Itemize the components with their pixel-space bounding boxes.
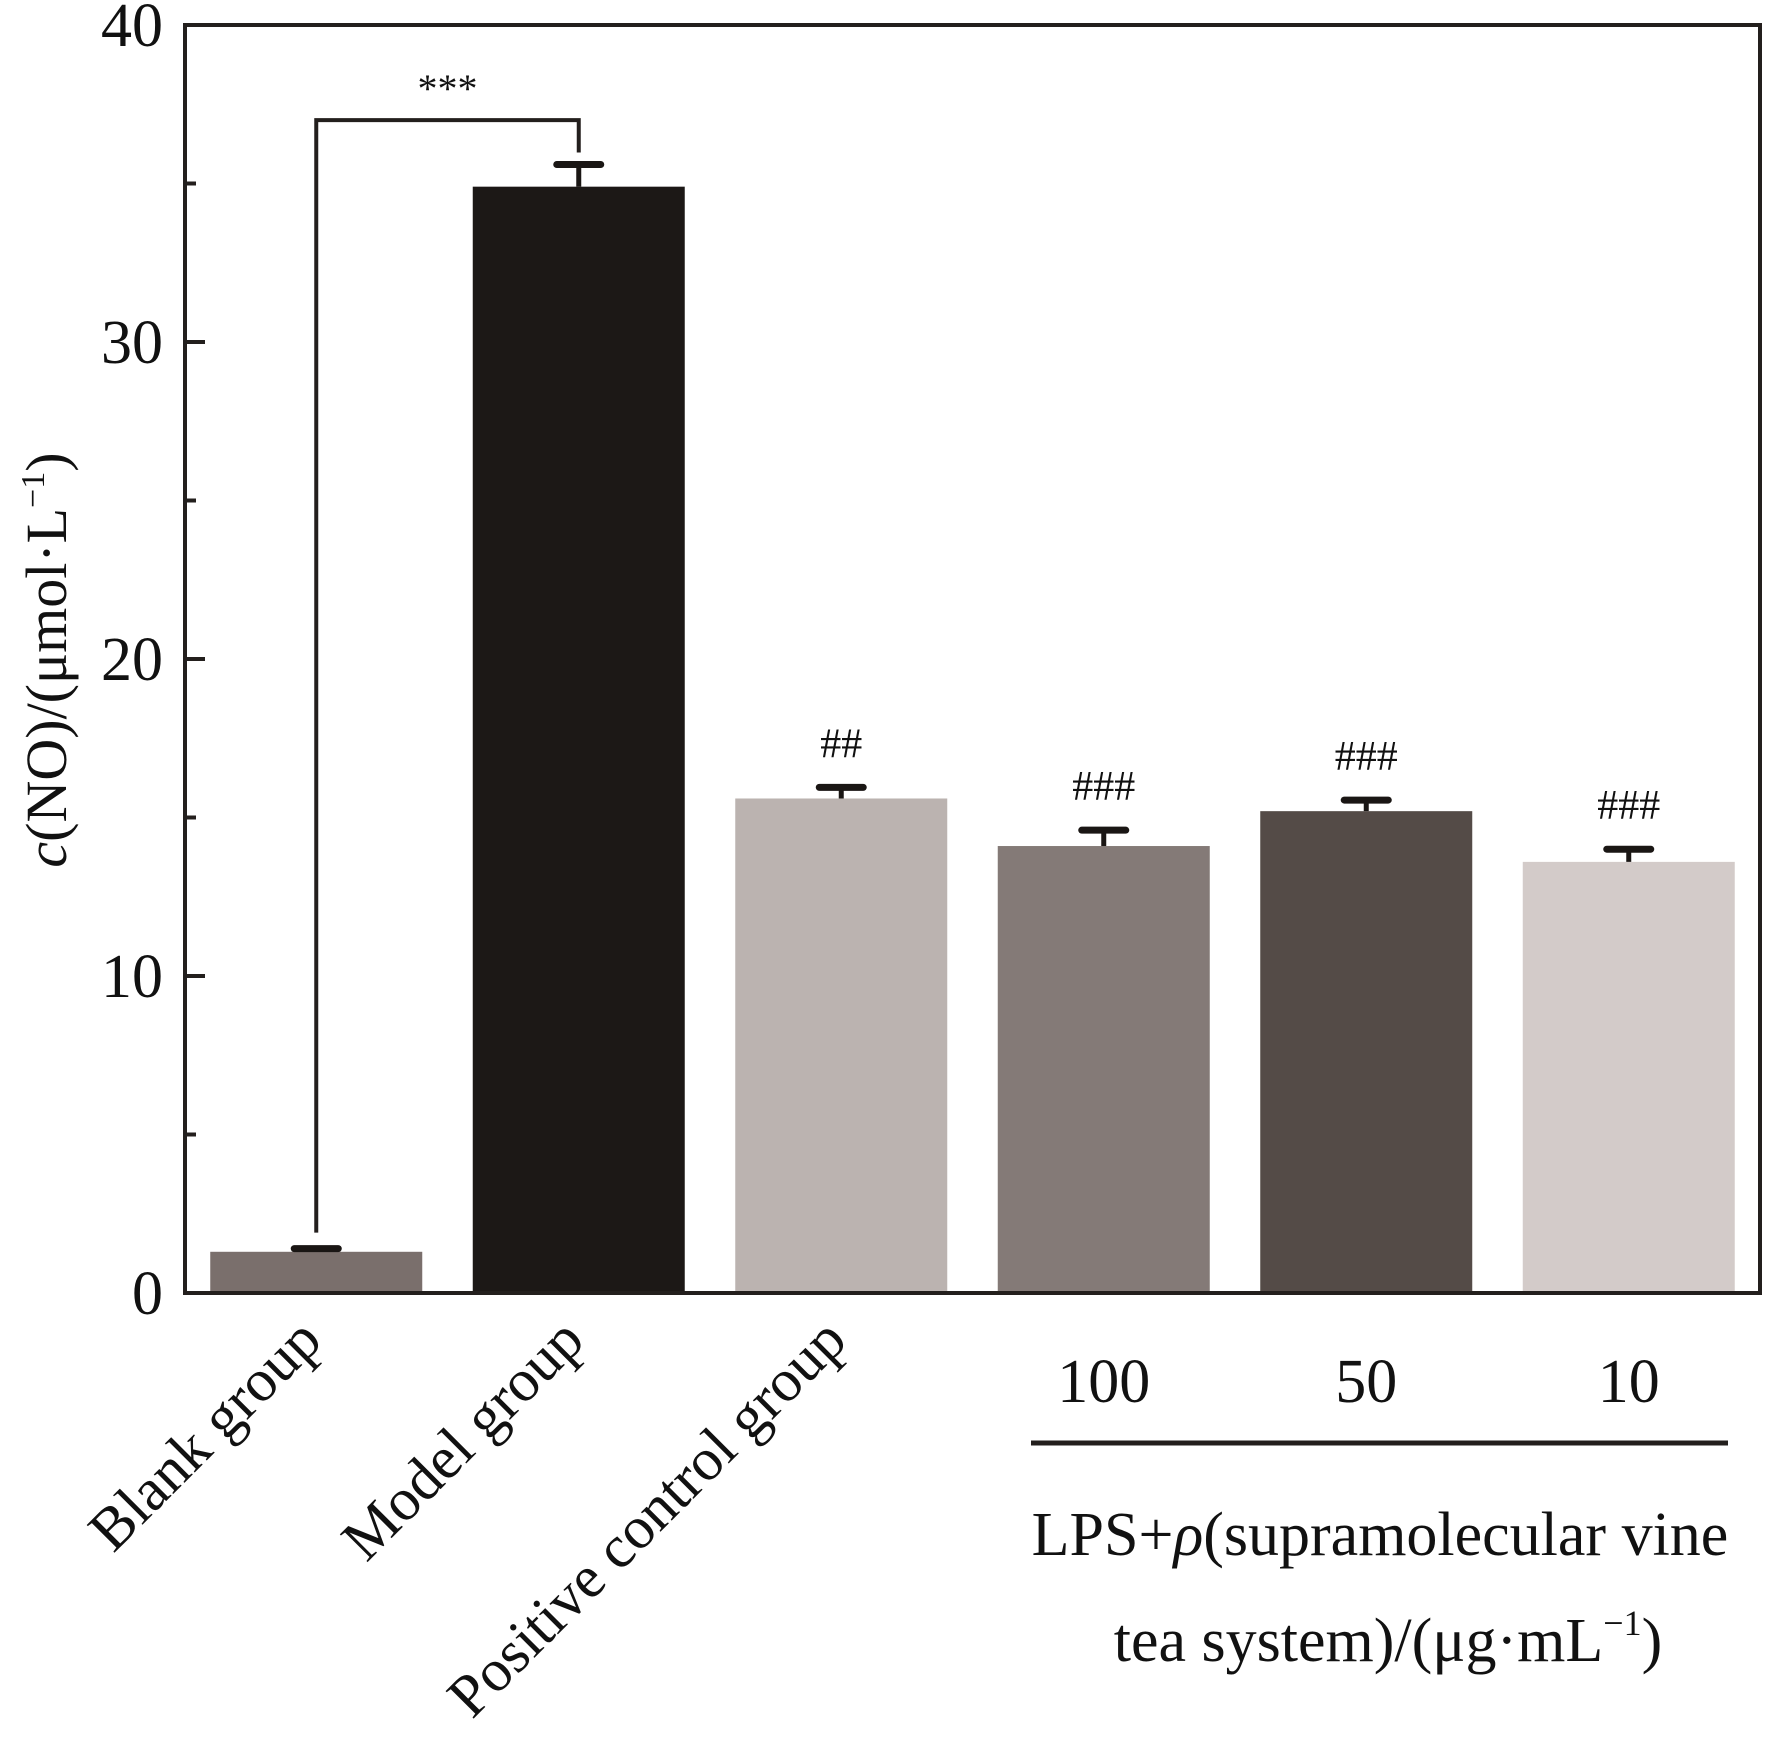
x-tick-label: Blank group: [76, 1306, 334, 1564]
significance-layer: ###########: [820, 721, 1660, 829]
y-axis-label-main: (NO)/(μmol·L: [14, 508, 79, 842]
group-label-line2-sup: −1: [1603, 1603, 1641, 1643]
group-label-line1: LPS+ρ(supramolecular vine: [1032, 1501, 1729, 1569]
x-tick-label: 10: [1598, 1348, 1660, 1416]
y-axis-label-suffix: ): [14, 452, 79, 471]
group-label-rest: (supramolecular vine: [1203, 1501, 1728, 1569]
comparison-bracket: ***: [314, 66, 581, 1233]
y-tick-label: 20: [101, 626, 163, 694]
y-tick-label: 30: [101, 309, 163, 377]
y-tick-label: 10: [101, 943, 163, 1011]
group-label-line2: tea system)/(μg·mL−1): [1114, 1603, 1662, 1675]
bracket-line: [314, 118, 581, 1233]
significance-marker: ###: [1335, 734, 1398, 780]
x-tick-label: Model group: [329, 1306, 596, 1573]
bar: [1260, 811, 1473, 1293]
y-axis-tick-labels: 0 10 20 30 40: [101, 0, 163, 1328]
bar: [735, 798, 948, 1293]
significance-marker: ###: [1597, 783, 1660, 829]
group-label-symbol: ρ: [1171, 1501, 1203, 1569]
error-bars-layer: [290, 160, 1655, 1253]
bar: [1522, 861, 1735, 1293]
group-label-line2-main: tea system)/(μg·mL: [1114, 1607, 1604, 1675]
y-axis-label-prefix: c: [14, 842, 79, 868]
bar: [997, 846, 1210, 1293]
y-axis-label-sup: −1: [15, 472, 52, 508]
bracket-significance-label: ***: [418, 66, 478, 111]
y-axis-ticks: [185, 181, 205, 1137]
group-label-prefix: LPS+: [1032, 1501, 1174, 1569]
bar: [210, 1251, 423, 1293]
x-tick-label: 50: [1335, 1348, 1397, 1416]
bar: [472, 186, 685, 1293]
y-tick-label: 0: [132, 1260, 163, 1328]
y-tick-label: 40: [101, 0, 163, 60]
y-axis-label: c(NO)/(μmol·L−1): [14, 452, 79, 867]
x-tick-label: 100: [1057, 1348, 1150, 1416]
significance-marker: ###: [1072, 764, 1135, 810]
significance-marker: ##: [820, 721, 862, 767]
group-label-line2-suffix: ): [1642, 1607, 1663, 1675]
bars-layer: [210, 186, 1735, 1293]
